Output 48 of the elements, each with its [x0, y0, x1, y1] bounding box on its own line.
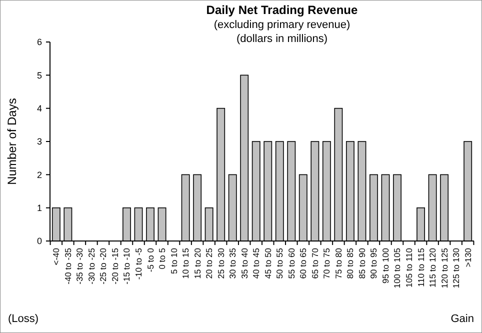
- x-tick-label: 65 to 70: [310, 248, 320, 279]
- x-tick-label: 125 to 130: [451, 248, 462, 288]
- x-tick-label: 90 to 95: [368, 248, 379, 279]
- x-tick-label: -20 to -15: [110, 248, 120, 284]
- x-tick-label: 60 to 65: [298, 248, 308, 279]
- x-tick-label: 85 to 90: [356, 248, 367, 279]
- y-tick-label: 4: [36, 103, 42, 114]
- chart-subtitle: (excluding primary revenue) (dollars in millions): [214, 19, 350, 45]
- x-tick-label: -35 to -30: [74, 248, 85, 284]
- x-tick-label: 120 to 125: [439, 248, 450, 288]
- x-tick-label: 75 to 80: [333, 248, 344, 279]
- x-tick-label: 80 to 85: [345, 248, 356, 279]
- x-tick-label: -10 to -5: [133, 248, 144, 280]
- y-tick-label: 0: [36, 236, 42, 246]
- x-tick-label: 0 to 5: [157, 248, 168, 270]
- x-tick-label: 100 to 105: [392, 248, 402, 288]
- x-tick-label: 70 to 75: [322, 248, 332, 279]
- x-tick-label: -5 to 0: [145, 248, 156, 272]
- x-tick-label: 20 to 25: [204, 248, 214, 279]
- text: Gain: [450, 313, 474, 325]
- y-tick-label: 2: [36, 170, 42, 180]
- x-tick-label: 5 to 10: [168, 248, 179, 274]
- y-tick-label: 6: [36, 37, 42, 48]
- y-tick-label: 3: [36, 136, 42, 147]
- x-tick-label: 105 to 110: [404, 248, 414, 288]
- x-tick-label: 110 to 115: [416, 248, 426, 287]
- x-tick-label: 55 to 60: [286, 248, 296, 279]
- x-tick-label: -15 to -10: [122, 248, 132, 284]
- x-tick-label: 115 to 120: [428, 248, 438, 288]
- x-tick-label: 95 to 100: [380, 248, 390, 284]
- x-tick-label: 35 to 40: [239, 248, 250, 279]
- x-tick-label: 40 to 45: [251, 248, 262, 279]
- x-tick-label: 45 to 50: [262, 248, 273, 279]
- x-tick-label: -40 to -35: [62, 248, 73, 284]
- x-tick-label: 25 to 30: [216, 248, 226, 279]
- y-axis-title: Number of Days: [5, 98, 19, 185]
- x-tick-label: <-40: [51, 248, 62, 266]
- text: (Loss): [8, 313, 39, 325]
- x-tick-label: -25 to -20: [98, 248, 108, 284]
- x-tick-label: 10 to 15: [180, 248, 191, 279]
- chart-title: Daily Net Trading Revenue: [206, 3, 358, 17]
- x-tick-label: >130: [462, 248, 473, 268]
- y-tick-label: 1: [36, 202, 42, 213]
- x-tick-label: 50 to 55: [274, 248, 285, 279]
- x-tick-label: 30 to 35: [228, 248, 238, 279]
- x-tick-label: -30 to -25: [86, 248, 96, 284]
- y-tick-label: 5: [36, 70, 42, 80]
- x-tick-label: 15 to 20: [192, 248, 202, 279]
